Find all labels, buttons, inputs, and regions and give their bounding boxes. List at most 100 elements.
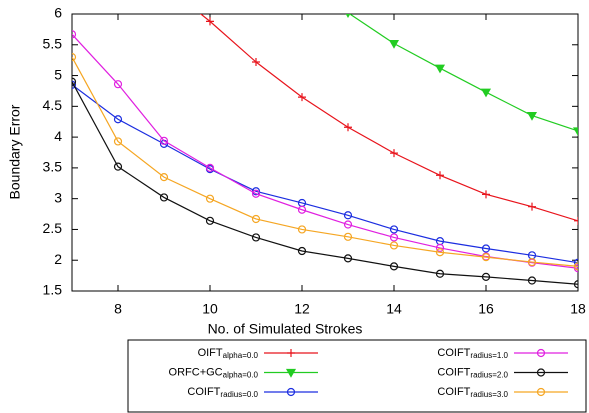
marker (113, 115, 123, 124)
marker (435, 243, 445, 252)
marker (343, 254, 353, 263)
legend-label: OIFTalpha=0.0 (198, 347, 259, 360)
legend-subscript: radius=1.0 (470, 351, 508, 360)
legend-marker (285, 368, 297, 378)
x-tick-label: 16 (478, 301, 494, 317)
marker (113, 162, 123, 171)
marker (343, 220, 353, 229)
x-tick-label: 12 (294, 301, 310, 317)
marker (206, 17, 214, 26)
marker (113, 80, 123, 89)
legend-subscript: radius=0.0 (220, 390, 258, 399)
marker (72, 77, 77, 86)
series-line (199, 14, 578, 222)
marker (573, 264, 578, 273)
marker (343, 232, 353, 241)
marker (297, 246, 307, 256)
marker (251, 214, 261, 224)
marker (297, 225, 307, 234)
marker (435, 237, 445, 246)
marker (527, 276, 537, 285)
marker (389, 241, 399, 250)
y-tick-label: 1.5 (43, 282, 63, 298)
marker (72, 53, 77, 62)
y-tick-label: 3.5 (43, 159, 63, 175)
legend-subscript: alpha=0.0 (223, 371, 259, 380)
marker (481, 272, 491, 281)
plot-frame (71, 13, 579, 292)
y-tick-label: 4.5 (43, 97, 63, 113)
marker (390, 149, 398, 158)
marker (573, 280, 578, 289)
marker (159, 139, 169, 148)
legend-name: COIFT (437, 366, 470, 378)
series-line (72, 81, 578, 285)
marker (205, 216, 215, 225)
y-axis-label: Boundary Error (7, 104, 23, 199)
marker (344, 123, 352, 132)
y-tick-label: 3 (54, 189, 62, 205)
marker (159, 173, 169, 182)
series-line (348, 14, 578, 132)
legend-marker (536, 387, 546, 397)
legend-name: COIFT (187, 386, 220, 398)
marker (527, 257, 537, 267)
legend-name: OIFT (198, 347, 223, 359)
legend-label: COIFTradius=2.0 (437, 366, 508, 379)
y-tick-label: 2.5 (43, 220, 63, 236)
legend-marker (287, 349, 295, 357)
marker (526, 111, 538, 121)
x-axis-label: No. of Simulated Strokes (208, 321, 363, 337)
marker (436, 171, 444, 180)
marker (72, 30, 77, 39)
x-tick-label: 10 (202, 301, 218, 317)
legend-name: ORFC+GC (169, 366, 223, 378)
series-line (72, 84, 578, 264)
marker (528, 202, 536, 211)
legend-label: COIFTradius=0.0 (187, 386, 258, 399)
marker (297, 198, 307, 208)
y-tick-label: 6 (54, 5, 62, 21)
y-tick-label: 2 (54, 251, 62, 267)
marker (252, 58, 260, 67)
marker (480, 88, 492, 98)
marker (573, 262, 578, 271)
marker (434, 64, 446, 74)
marker (297, 205, 307, 214)
legend-marker (286, 387, 296, 397)
marker (72, 80, 77, 89)
marker (389, 233, 399, 242)
y-tick-label: 5 (54, 66, 62, 82)
marker (159, 136, 169, 145)
marker (481, 253, 491, 262)
marker (388, 39, 400, 49)
marker (345, 14, 351, 18)
marker (389, 262, 399, 271)
legend-label: ORFC+GCalpha=0.0 (169, 366, 259, 379)
y-tick-label: 5.5 (43, 35, 63, 51)
marker (389, 225, 399, 234)
legend-label: COIFTradius=1.0 (437, 347, 508, 360)
marker (482, 190, 490, 199)
marker (435, 269, 445, 278)
marker (159, 193, 169, 202)
legend-label: COIFTradius=3.0 (437, 386, 508, 399)
marker (572, 127, 578, 137)
marker (527, 251, 537, 260)
legend-subscript: radius=2.0 (470, 371, 508, 380)
legend-subscript: radius=3.0 (470, 390, 508, 399)
marker (113, 137, 123, 146)
marker (251, 233, 261, 242)
marker (205, 163, 215, 172)
x-tick-label: 8 (114, 301, 122, 317)
marker (251, 189, 261, 198)
legend-name: COIFT (437, 347, 470, 359)
legend-box (127, 339, 587, 413)
marker (574, 216, 578, 225)
legend-marker (536, 368, 546, 377)
x-tick-label: 14 (386, 301, 402, 317)
plot-area (72, 14, 578, 289)
marker (205, 194, 215, 203)
